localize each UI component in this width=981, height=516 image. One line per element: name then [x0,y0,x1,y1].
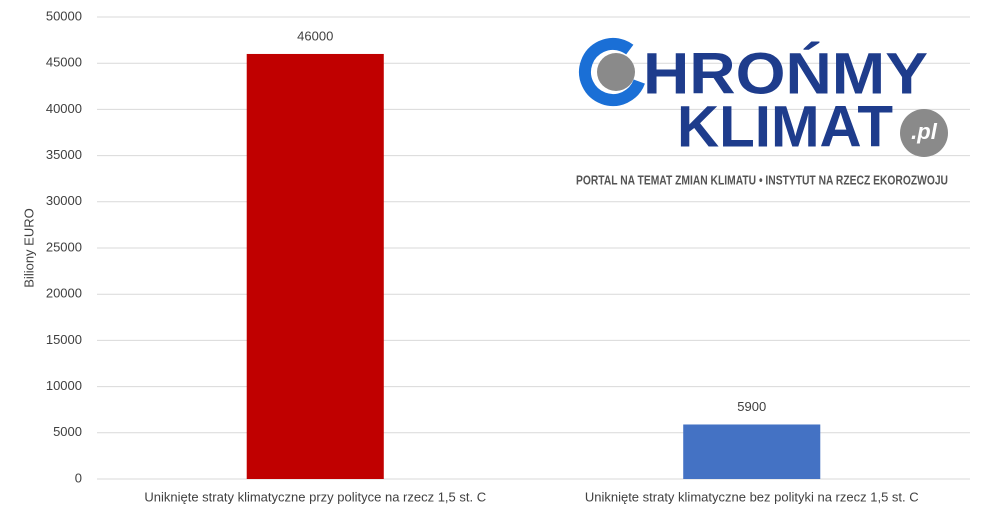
logo-first-letter: C [583,41,625,106]
y-tick-label: 5000 [53,424,82,439]
bar [683,424,821,479]
y-tick-label: 35000 [46,147,82,162]
logo-line1: HROŃMY [643,41,928,106]
logo-suffix: .pl [911,119,938,144]
logo-tagline: PORTAL NA TEMAT ZMIAN KLIMATU • INSTYTUT… [576,172,948,187]
logo-badge [900,109,948,157]
y-tick-label: 45000 [46,55,82,70]
y-tick-label: 10000 [46,378,82,393]
x-tick-label: Uniknięte straty klimatyczne przy polity… [144,489,486,504]
y-tick-label: 20000 [46,286,82,301]
y-axis-label: Biliony EURO [21,208,36,287]
y-tick-label: 40000 [46,101,82,116]
y-tick-label: 30000 [46,193,82,208]
x-tick-label: Uniknięte straty klimatyczne bez polityk… [585,489,919,504]
plot: 0 5000 10000 15000 20000 25000 30000 35000 40000… [46,8,970,504]
y-tick-label: 25000 [46,239,82,254]
logo-line2: KLIMAT [677,94,893,159]
y-tick-label: 0 [75,470,82,485]
logo: HROŃMY C KLIMAT .pl PORTAL NA TEMAT ZMIA… [576,38,948,187]
logo-globe [597,53,635,91]
value-label: 46000 [297,28,333,43]
y-tick-label: 50000 [46,8,82,23]
value-label: 5900 [737,399,766,414]
y-tick-label: 15000 [46,332,82,347]
bar [246,53,384,480]
